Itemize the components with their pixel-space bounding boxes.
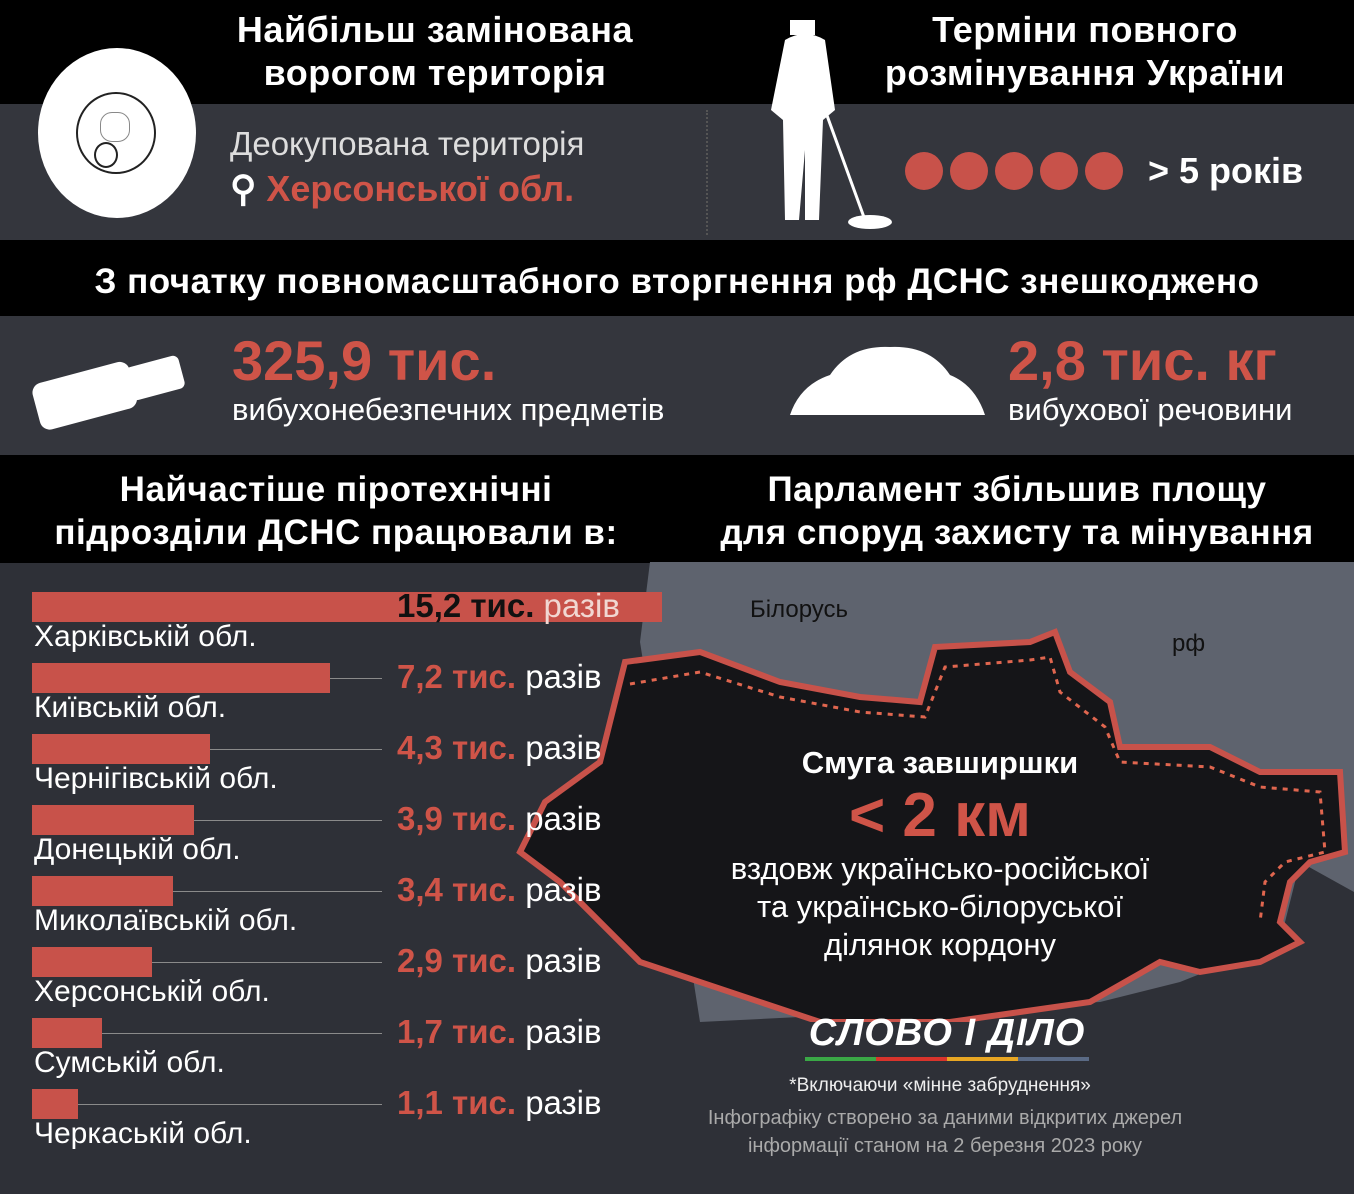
- stat1-value: 325,9 тис.: [232, 329, 497, 392]
- bar: [32, 947, 153, 977]
- category-label: Сумській обл.: [34, 1046, 225, 1079]
- suffix: разів: [525, 871, 602, 908]
- category-label: Миколаївській обл.: [34, 904, 298, 937]
- mine-icon: [38, 48, 196, 218]
- bar-guide-line: [32, 820, 382, 821]
- ukraine-border-map: [516, 562, 1354, 1022]
- bar-guide-line: [32, 891, 382, 892]
- deminer-silhouette-icon: [771, 20, 892, 229]
- label-russia: рф: [1172, 630, 1206, 657]
- suffix: разів: [543, 587, 620, 624]
- section-band: [0, 455, 1354, 563]
- value: 3,4 тис.: [397, 871, 517, 908]
- suffix: разів: [525, 800, 602, 837]
- strip-description: вздовж українсько-російської та українськ…: [730, 851, 1150, 962]
- map-title: Парламент збільшив площу для споруд захис…: [720, 470, 1314, 552]
- value: 2,9 тис.: [397, 942, 517, 979]
- region: ⚲ Херсонської обл.: [230, 168, 575, 209]
- bar-value-label: 2,9 тис. разів: [397, 942, 602, 980]
- top-left-title: Найбільш замінована ворогом територія: [236, 9, 634, 93]
- stat1-label: вибухонебезпечних предметів: [232, 392, 665, 427]
- dots-rating: > 5 років: [905, 150, 1303, 192]
- strip-title: Смуга завширшки: [801, 745, 1079, 780]
- top-panel: [0, 104, 1354, 240]
- stat2-value: 2,8 тис. кг: [1008, 329, 1277, 392]
- value: 3,9 тис.: [397, 800, 517, 837]
- stat2-label: вибухової речовини: [1008, 392, 1293, 427]
- suffix: разів: [525, 658, 602, 695]
- bar-guide-line: [32, 1033, 382, 1034]
- middle-band: [0, 240, 1354, 316]
- suffix: разів: [525, 942, 602, 979]
- bar-value-label: 1,1 тис. разів: [397, 1084, 602, 1122]
- bar-value-label: 3,9 тис. разів: [397, 800, 602, 838]
- category-label: Київській обл.: [34, 691, 227, 724]
- suffix: разів: [525, 1013, 602, 1050]
- category-label: Чернігівській обл.: [34, 762, 278, 795]
- ukraine-shape: [516, 628, 1349, 1022]
- bar: [32, 1018, 103, 1048]
- bar: [32, 1089, 78, 1119]
- suffix: разів: [525, 1084, 602, 1121]
- bar: [32, 734, 211, 764]
- category-label: Харківській обл.: [34, 620, 257, 653]
- category-label: Донецькій обл.: [34, 833, 241, 866]
- strip-value: < 2 км: [848, 781, 1032, 850]
- bar: [32, 876, 173, 906]
- bar-value-label: 3,4 тис. разів: [397, 871, 602, 909]
- bar: [32, 663, 331, 693]
- location-pin-icon: ⚲: [230, 168, 257, 209]
- bar-value-label: 15,2 тис. разів: [397, 587, 620, 625]
- bar: [32, 592, 662, 622]
- label-belarus: Білорусь: [750, 596, 849, 623]
- explosives-pile-icon: [790, 346, 985, 415]
- shell-icon: [32, 355, 185, 430]
- bar: [32, 805, 194, 835]
- subtitle: Деокупована територія: [230, 125, 585, 162]
- value: 15,2 тис.: [397, 587, 535, 624]
- value: 1,1 тис.: [397, 1084, 517, 1121]
- source-note: Інфографіку створено за даними відкритих…: [707, 1107, 1183, 1157]
- logo: СЛОВО І ДІЛО: [805, 1012, 1089, 1061]
- chart-title: Найчастіше піротехнічні підрозділи ДСНС п…: [54, 470, 618, 552]
- protection-strip-line: [629, 655, 1327, 923]
- bar-value-label: 4,3 тис. разів: [397, 729, 602, 767]
- middle-title: З початку повномасштабного вторгнення рф…: [94, 262, 1260, 301]
- bar-value-label: 7,2 тис. разів: [397, 658, 602, 696]
- divider: [706, 110, 708, 235]
- footnote: *Включаючи «мінне забруднення»: [789, 1075, 1091, 1096]
- value: 4,3 тис.: [397, 729, 517, 766]
- top-right-title: Терміни повного розмінування України: [884, 9, 1286, 93]
- bar-guide-line: [32, 1104, 382, 1105]
- bar-value-label: 1,7 тис. разів: [397, 1013, 602, 1051]
- suffix: разів: [525, 729, 602, 766]
- header-band: [0, 0, 1354, 104]
- category-label: Херсонській обл.: [34, 975, 270, 1008]
- value: 7,2 тис.: [397, 658, 517, 695]
- value: 1,7 тис.: [397, 1013, 517, 1050]
- bar-guide-line: [32, 962, 382, 963]
- stats-panel: [0, 316, 1354, 455]
- category-label: Черкаській обл.: [34, 1117, 252, 1150]
